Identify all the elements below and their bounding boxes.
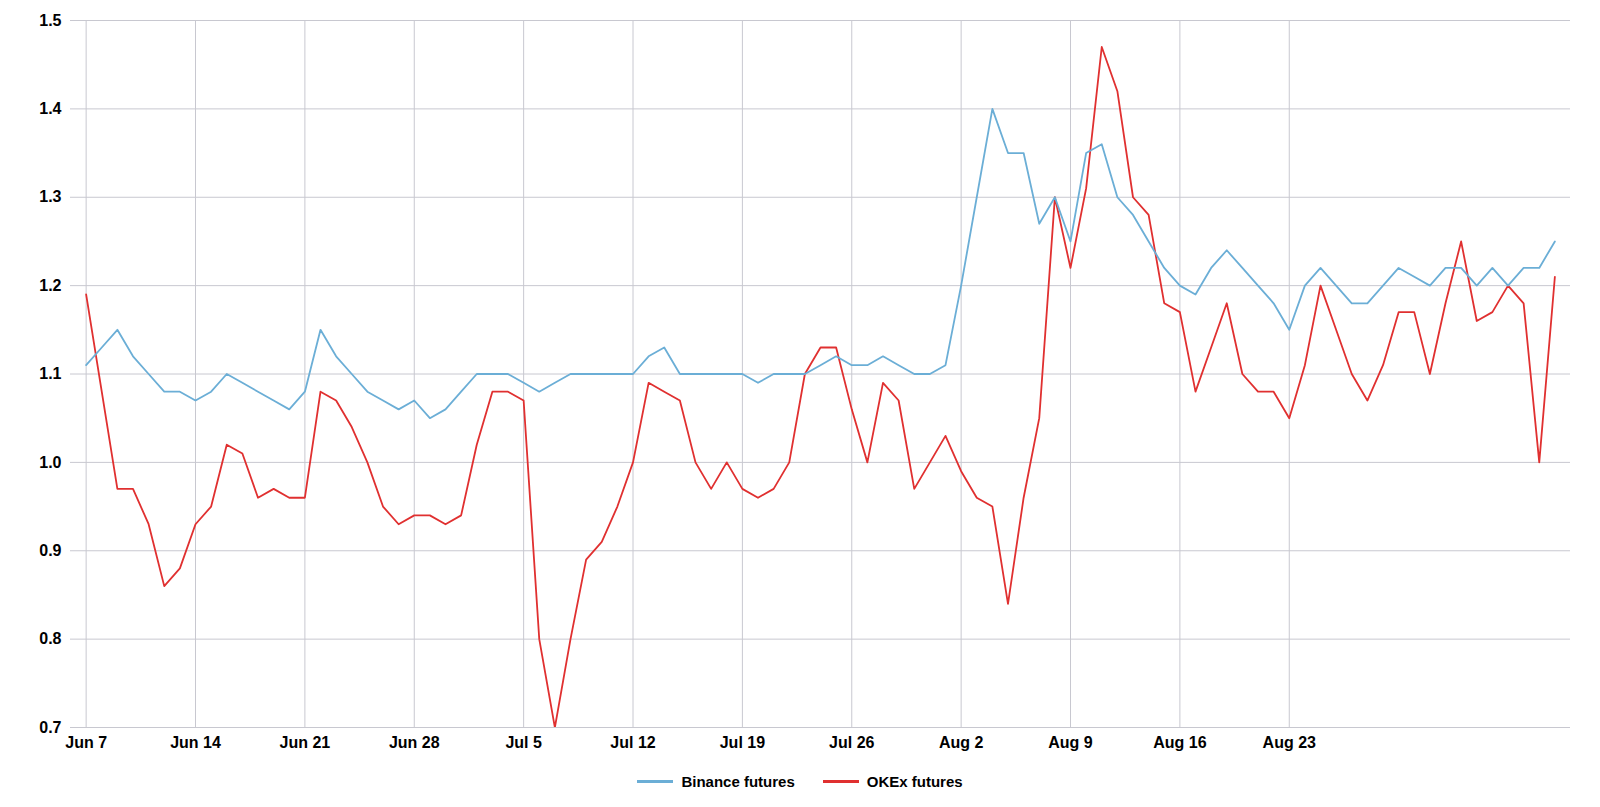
svg-text:Jul 5: Jul 5 bbox=[505, 734, 542, 751]
svg-text:Jun 7: Jun 7 bbox=[65, 734, 107, 751]
svg-text:Jun 28: Jun 28 bbox=[389, 734, 440, 751]
svg-text:1.2: 1.2 bbox=[39, 277, 61, 294]
svg-text:Aug 16: Aug 16 bbox=[1153, 734, 1206, 751]
svg-text:1.3: 1.3 bbox=[39, 188, 61, 205]
svg-text:Jul 12: Jul 12 bbox=[610, 734, 655, 751]
svg-text:Aug 2: Aug 2 bbox=[939, 734, 984, 751]
svg-text:Jul 19: Jul 19 bbox=[720, 734, 765, 751]
svg-text:0.9: 0.9 bbox=[39, 542, 61, 559]
svg-text:Jul 26: Jul 26 bbox=[829, 734, 874, 751]
svg-text:0.8: 0.8 bbox=[39, 630, 61, 647]
html-text:Binance futures: Binance futures bbox=[681, 773, 795, 790]
svg-text:Aug 9: Aug 9 bbox=[1048, 734, 1093, 751]
svg-text:1.4: 1.4 bbox=[39, 100, 61, 117]
svg-text:1.5: 1.5 bbox=[39, 12, 61, 29]
svg-text:1.1: 1.1 bbox=[39, 365, 61, 382]
html-text:OKEx futures: OKEx futures bbox=[866, 773, 963, 790]
svg-text:0.7: 0.7 bbox=[39, 719, 61, 736]
svg-text:1.0: 1.0 bbox=[39, 453, 61, 470]
svg-text:Jun 14: Jun 14 bbox=[170, 734, 221, 751]
svg-text:Aug 23: Aug 23 bbox=[1263, 734, 1316, 751]
svg-text:Jun 21: Jun 21 bbox=[280, 734, 331, 751]
